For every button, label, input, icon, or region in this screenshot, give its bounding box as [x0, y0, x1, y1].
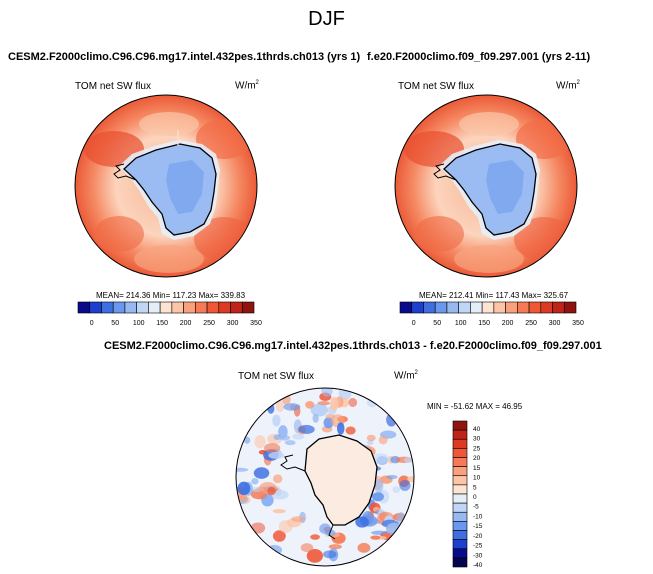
diff-polar-map: [235, 387, 415, 567]
panel-1-colorbar-tick-label: 300: [227, 320, 239, 327]
panel-2-colorbar-box: [493, 301, 506, 314]
panel-2-colorbar-box: [399, 301, 413, 314]
panel-1-colorbar-box: [183, 301, 196, 314]
panel-2-colorbar-box: [446, 301, 459, 314]
panel-2-colorbar-box: [411, 301, 424, 314]
diff-colorbar-tick-label: -20: [473, 533, 483, 540]
diff-colorbar-tick-label: -10: [473, 513, 483, 520]
panel-2-colorbar-box: [563, 301, 577, 314]
diff-colorbar-tick-label: 5: [473, 484, 477, 491]
panel-2-colorbar-box: [528, 301, 542, 314]
diff-colorbar-tick-label: -5: [473, 504, 479, 511]
panel-2-colorbar-tick-label: 200: [502, 320, 514, 327]
diff-colorbar-tick-label: 0: [473, 494, 477, 501]
diff-colorbar-box: [452, 530, 468, 540]
panel-1-colorbar-tick-label: 200: [180, 320, 192, 327]
panel-1-units: W/m2: [235, 80, 259, 92]
panel-1-colorbar-tick-label: 350: [250, 320, 262, 327]
panel-1-polar-map: [74, 94, 258, 278]
panel-1-stats: MEAN= 214.36 Min= 117.23 Max= 339.83: [96, 291, 246, 300]
panel-2-colorbar-box: [434, 301, 448, 314]
diff-colorbar-box: [452, 457, 468, 467]
panel-1-colorbar-tick-label: 0: [90, 320, 94, 327]
diff-colorbar-box: [452, 548, 468, 559]
panel-2-colorbar-tick-label: 350: [572, 320, 584, 327]
panel-1-colorbar-tick-label: 100: [133, 320, 145, 327]
diff-colorbar-tick-label: 10: [473, 475, 481, 482]
diff-stats: MIN = -51.62 MAX = 46.95: [427, 402, 523, 411]
diff-colorbar-box: [452, 557, 468, 568]
panel-1-colorbar-box: [241, 301, 255, 314]
panel-2-case-title: f.e20.F2000climo.f09_f09.297.001 (yrs 2-…: [367, 51, 591, 63]
panel-1-colorbar-tick-label: 50: [111, 320, 119, 327]
panel-2-colorbar-box: [552, 301, 565, 314]
panel-2-stats: MEAN= 212.41 Min= 117.43 Max= 325.67: [419, 291, 569, 300]
panel-2-colorbar-box: [505, 301, 518, 314]
diff-colorbar-box: [452, 438, 468, 449]
diff-colorbar: 40 30 25 20 15 10 5 0 -5 -10 -15 -20 -25 -30 -40: [452, 420, 483, 569]
panel-2-colorbar-tick-label: 0: [412, 320, 416, 327]
diff-colorbar-tick-label: 40: [473, 426, 481, 433]
panel-2-colorbar-tick-label: 100: [455, 320, 467, 327]
panel-2-colorbar-box: [423, 301, 436, 314]
diff-colorbar-box: [452, 429, 468, 440]
panel-2-colorbar-tick-label: 150: [478, 320, 490, 327]
diff-colorbar-box: [452, 420, 468, 431]
panel-2-variable-label: TOM net SW flux: [398, 81, 474, 92]
diff-colorbar-box: [452, 539, 468, 550]
diff-units: W/m2: [394, 370, 418, 382]
panel-1-colorbar-box: [136, 301, 149, 314]
panel-2-colorbar-box: [540, 301, 553, 314]
panel-1-colorbar-box: [101, 301, 114, 314]
panel-2-colorbar-box: [481, 301, 495, 314]
panel-1-colorbar-box: [77, 301, 91, 314]
diff-colorbar-tick-label: -15: [473, 523, 483, 530]
panel-2-colorbar-box: [470, 301, 483, 314]
diff-colorbar-box: [452, 502, 468, 513]
diff-colorbar-box: [452, 484, 468, 495]
diff-colorbar-box: [452, 521, 468, 531]
diff-colorbar-tick-label: 15: [473, 465, 481, 472]
diff-colorbar-box: [452, 475, 468, 486]
diff-colorbar-tick-label: -25: [473, 543, 483, 550]
panel-1-variable-label: TOM net SW flux: [75, 81, 151, 92]
diff-colorbar-tick-label: -40: [473, 562, 483, 569]
panel-2-polar-map: [394, 94, 578, 278]
diff-colorbar-box: [452, 466, 468, 477]
diff-case-title: CESM2.F2000climo.C96.C96.mg17.intel.432p…: [104, 340, 602, 352]
diff-colorbar-tick-label: 20: [473, 455, 481, 462]
panel-1-colorbar-box: [206, 301, 220, 314]
panel-2-units: W/m2: [556, 80, 580, 92]
panel-1-colorbar-box: [112, 301, 126, 314]
diff-colorbar-box: [452, 493, 468, 504]
diff-colorbar-box: [452, 511, 468, 522]
panel-1-colorbar-box: [195, 301, 208, 314]
panel-1-colorbar: 0 50 100 150 200 250 300 350: [77, 301, 262, 327]
panel-1-colorbar-box: [171, 301, 184, 314]
panel-1-colorbar-box: [124, 301, 137, 314]
panel-1-colorbar-box: [89, 301, 102, 314]
panel-1-colorbar-box: [159, 301, 173, 314]
panel-1-colorbar-box: [218, 301, 231, 314]
panel-2-colorbar-box: [517, 301, 530, 314]
panel-1-colorbar-box: [148, 301, 161, 314]
panel-1-colorbar-box: [230, 301, 243, 314]
panel-2-colorbar-tick-label: 300: [549, 320, 561, 327]
panel-2-colorbar-tick-label: 250: [525, 320, 537, 327]
figure-title: DJF: [308, 8, 345, 30]
panel-1-colorbar-tick-label: 250: [203, 320, 215, 327]
panel-1-case-title: CESM2.F2000climo.C96.C96.mg17.intel.432p…: [8, 51, 361, 63]
panel-2-colorbar-tick-label: 50: [433, 320, 441, 327]
panel-1-colorbar-tick-label: 150: [156, 320, 168, 327]
diff-colorbar-tick-label: 30: [473, 436, 481, 443]
panel-2-colorbar: 0 50 100 150 200 250 300 350: [399, 301, 584, 327]
diff-colorbar-box: [452, 448, 468, 458]
diff-variable-label: TOM net SW flux: [238, 371, 314, 382]
diff-colorbar-tick-label: 25: [473, 445, 481, 452]
panel-2-colorbar-box: [458, 301, 471, 314]
diff-colorbar-tick-label: -30: [473, 552, 483, 559]
